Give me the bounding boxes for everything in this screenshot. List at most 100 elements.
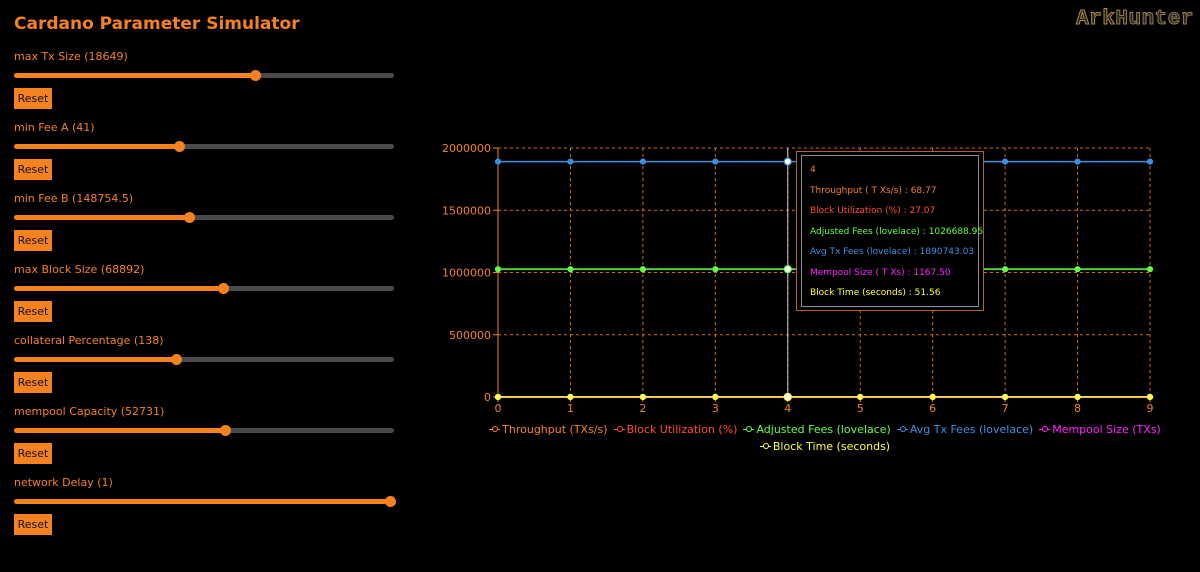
param-slider-thumb[interactable]: [218, 283, 229, 294]
param-slider-thumb[interactable]: [250, 70, 262, 81]
tooltip-row: Mempool Size ( T Xs) : 1167.50: [810, 267, 951, 278]
reset-button[interactable]: Reset: [14, 230, 52, 251]
y-tick-label: 1500000: [442, 204, 491, 217]
legend-label: Mempool Size (TXs): [1052, 423, 1161, 436]
series-point: [712, 393, 719, 401]
legend-item[interactable]: Adjusted Fees (lovelace): [743, 421, 891, 438]
series-point: [1074, 393, 1081, 401]
series-point: [639, 266, 646, 273]
legend-item[interactable]: Throughput (TXs/s): [489, 421, 608, 438]
param-slider-thumb[interactable]: [170, 354, 182, 365]
param-slider-fill: [14, 73, 256, 78]
logo-text-hunter: Hunter: [1115, 8, 1194, 32]
param-slider-fill: [14, 144, 180, 149]
param-slider[interactable]: [14, 496, 397, 507]
series-point: [567, 158, 574, 165]
legend-marker-icon: [489, 425, 501, 433]
param-control: max Block Size (68892) Reset: [14, 263, 394, 322]
tooltip-row: Block Time (seconds) : 51.56: [810, 288, 941, 298]
legend-item[interactable]: Block Time (seconds): [759, 438, 891, 455]
param-slider[interactable]: [14, 212, 394, 223]
legend-item[interactable]: Avg Tx Fees (lovelace): [896, 421, 1034, 438]
legend-label: Throughput (TXs/s): [502, 423, 608, 436]
param-slider[interactable]: [14, 70, 394, 81]
reset-button[interactable]: Reset: [14, 514, 52, 535]
x-tick-label: 4: [784, 402, 791, 415]
legend-label: Avg Tx Fees (lovelace): [909, 423, 1034, 436]
param-control: mempool Capacity (52731) Reset: [14, 405, 394, 464]
param-control: min Fee A (41) Reset: [14, 121, 394, 180]
series-point: [1146, 266, 1154, 273]
reset-button[interactable]: Reset: [14, 159, 52, 180]
x-tick-label: 6: [929, 402, 936, 415]
legend-marker-icon: [759, 442, 771, 450]
param-slider[interactable]: [14, 283, 394, 294]
series-point: [567, 266, 574, 273]
series-point: [639, 393, 646, 401]
param-control: collateral Percentage (138) Reset: [14, 334, 394, 393]
arkhunter-logo: ArkHunter: [1076, 8, 1194, 32]
reset-button[interactable]: Reset: [14, 372, 52, 393]
tooltip-row: Avg Tx Fees (lovelace) : 1890743.03: [810, 247, 975, 257]
chart-tooltip-inner: 4 Throughput ( T Xs/s) : 68.77 Block Util…: [801, 155, 984, 307]
series-point: [494, 266, 502, 273]
legend-marker-icon: [896, 425, 908, 433]
tooltip-title: 4: [810, 165, 816, 175]
x-tick-label: 7: [1002, 402, 1009, 415]
legend-item[interactable]: Block Utilization (%): [613, 421, 737, 438]
legend-label: Block Time (seconds): [772, 440, 891, 453]
reset-button[interactable]: Reset: [14, 88, 52, 109]
series-point: [494, 393, 502, 401]
param-label: mempool Capacity (52731): [14, 405, 165, 418]
legend-marker-icon: [1039, 425, 1051, 433]
series-point: [712, 158, 719, 165]
series-point: [1074, 158, 1081, 165]
series-point: [712, 266, 719, 273]
reset-button[interactable]: Reset: [14, 301, 52, 322]
series-point: [1002, 158, 1009, 165]
reset-button[interactable]: Reset: [14, 443, 52, 464]
series-point: [1002, 393, 1009, 401]
param-slider-fill: [14, 357, 176, 362]
page-title: Cardano Parameter Simulator: [14, 14, 300, 34]
legend-marker-icon: [743, 425, 755, 433]
param-slider-thumb[interactable]: [183, 212, 195, 223]
y-tick-label: 0: [484, 391, 491, 404]
series-point: [929, 393, 936, 401]
x-tick-label: 3: [712, 402, 719, 415]
tooltip-row: Throughput ( T Xs/s) : 68.77: [810, 185, 937, 196]
param-control: max Tx Size (18649) Reset: [14, 50, 394, 109]
param-label: network Delay (1): [14, 476, 113, 489]
series-point: [1146, 393, 1154, 401]
chart-legend: Throughput (TXs/s) Block Utilization (%) A…: [470, 421, 1180, 455]
param-label: min Fee A (41): [14, 121, 95, 134]
param-label: min Fee B (148754.5): [14, 192, 134, 205]
param-label: max Block Size (68892): [14, 263, 145, 276]
x-tick-label: 5: [857, 402, 864, 415]
param-control: network Delay (1) Reset: [14, 476, 397, 535]
param-label: collateral Percentage (138): [14, 334, 164, 347]
series-point: [857, 393, 864, 401]
series-point: [1074, 266, 1081, 273]
param-slider-thumb[interactable]: [385, 496, 397, 507]
legend-label: Adjusted Fees (lovelace): [756, 423, 891, 436]
param-slider[interactable]: [14, 141, 394, 152]
y-tick-label: 500000: [449, 329, 491, 342]
param-slider-thumb[interactable]: [219, 425, 231, 436]
param-slider[interactable]: [14, 354, 394, 365]
param-slider[interactable]: [14, 425, 394, 436]
series-point: [1002, 266, 1009, 273]
legend-item[interactable]: Mempool Size (TXs): [1039, 421, 1161, 438]
chart-tooltip: 4 Throughput ( T Xs/s) : 68.77 Block Util…: [796, 151, 984, 311]
y-tick-label: 2000000: [442, 142, 491, 155]
series-point: [639, 158, 646, 165]
series-point: [567, 393, 574, 401]
tooltip-row: Adjusted Fees (lovelace) : 1026688.95: [810, 226, 984, 237]
series-point: [783, 157, 792, 166]
param-slider-thumb[interactable]: [174, 141, 186, 152]
x-tick-label: 0: [495, 402, 502, 415]
tooltip-row: Block Utilization (%) : 27.07: [810, 206, 936, 216]
logo-text-ark: Ark: [1076, 8, 1116, 32]
param-slider-fill: [14, 428, 225, 433]
x-tick-label: 9: [1147, 402, 1154, 415]
